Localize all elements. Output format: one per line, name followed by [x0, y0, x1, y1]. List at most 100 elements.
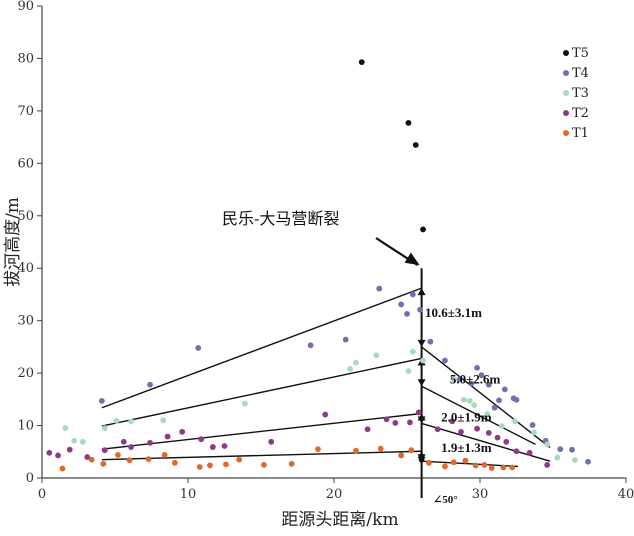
point-t2: [120, 438, 127, 445]
point-t4: [478, 372, 485, 379]
point-t4: [195, 345, 202, 351]
point-t2: [147, 439, 153, 446]
point-t5: [418, 456, 425, 463]
point-t4: [98, 398, 105, 404]
point-t1: [481, 461, 488, 468]
point-t3: [420, 357, 426, 364]
point-t2: [164, 433, 171, 440]
point-t4: [569, 446, 575, 453]
fault-pointer-arrowhead-icon: [404, 252, 420, 266]
point-t4: [491, 404, 498, 411]
offset-label: 10.6±3.1m: [425, 305, 482, 320]
point-t4: [404, 310, 410, 317]
x-tick-label: 40: [618, 487, 634, 502]
point-t1: [398, 452, 405, 459]
offset-arrow-down-icon: [417, 379, 426, 387]
fit-line-t1: [101, 450, 422, 461]
point-t1: [462, 457, 469, 464]
point-t5: [420, 226, 426, 233]
point-t3: [466, 398, 473, 404]
data-points: [46, 59, 591, 472]
point-t2: [322, 411, 329, 418]
point-t3: [160, 417, 167, 424]
point-t2: [364, 426, 371, 433]
y-tick-label: 0: [26, 471, 34, 486]
point-t2: [55, 452, 61, 459]
offset-arrow-down-icon: [417, 339, 426, 347]
point-t1: [408, 447, 415, 454]
point-t3: [128, 418, 134, 425]
point-t2: [46, 449, 53, 456]
fault-angle-label: ∠50°: [433, 494, 458, 506]
y-tick-label: 90: [17, 0, 34, 14]
point-t1: [161, 452, 168, 458]
point-t2: [485, 429, 492, 436]
point-t4: [417, 306, 424, 313]
point-t1: [315, 446, 321, 453]
y-tick-label: 30: [17, 314, 34, 329]
legend-label-t3: T3: [572, 86, 589, 101]
legend-marker-t3: [563, 90, 569, 96]
point-t1: [59, 465, 66, 472]
point-t3: [531, 429, 537, 436]
point-t2: [101, 447, 108, 454]
point-t1: [236, 456, 243, 463]
y-tick-label: 50: [17, 209, 34, 224]
legend-label-t1: T1: [572, 126, 589, 141]
point-t4: [442, 357, 448, 364]
legend-marker-t4: [563, 70, 569, 76]
y-tick-label: 40: [17, 261, 34, 276]
offset-label: 1.9±1.3m: [441, 440, 492, 455]
point-t4: [529, 422, 536, 428]
point-t2: [449, 418, 456, 425]
point-t1: [196, 464, 203, 470]
legend-marker-t1: [563, 130, 569, 136]
point-t4: [456, 376, 463, 383]
point-t3: [353, 359, 359, 366]
point-t1: [207, 462, 213, 469]
point-t4: [307, 342, 314, 349]
point-t2: [221, 443, 228, 449]
x-tick-label: 20: [326, 487, 343, 502]
fault-label: 民乐-大马营断裂: [222, 209, 339, 228]
point-t2: [128, 444, 134, 450]
point-t4: [496, 397, 502, 404]
point-t3: [405, 368, 412, 374]
x-tick-label: 10: [180, 487, 197, 502]
point-t2: [209, 444, 216, 450]
fault-markup: [375, 237, 426, 498]
offset-arrow-down-icon: [417, 416, 426, 424]
axis-ticks: 0 10 20 30 40 0 10 20 30 40 50 60 70 80 90: [17, 0, 634, 502]
point-t3: [512, 418, 518, 425]
point-t5: [405, 120, 412, 126]
point-t2: [392, 420, 399, 426]
point-t1: [145, 456, 152, 463]
y-tick-label: 20: [17, 366, 34, 381]
point-t2: [544, 461, 551, 468]
point-t4: [409, 291, 416, 298]
point-t2: [434, 426, 441, 433]
x-tick-label: 0: [38, 487, 46, 502]
offset-label: 5.0±2.6m: [450, 371, 501, 386]
point-t1: [472, 462, 479, 469]
legend: T5 T4 T3 T2 T1: [563, 46, 589, 141]
y-tick-label: 80: [17, 51, 34, 66]
point-t2: [179, 428, 186, 435]
point-t3: [71, 437, 78, 444]
point-t2: [503, 438, 510, 445]
point-t1: [100, 460, 107, 467]
point-t1: [488, 465, 495, 471]
offset-arrow-up-icon: [417, 288, 426, 296]
point-t3: [242, 400, 248, 407]
y-tick-label: 70: [17, 104, 34, 119]
point-t5: [412, 142, 419, 148]
legend-marker-t2: [563, 110, 569, 116]
point-t2: [407, 419, 413, 426]
legend-marker-t5: [563, 50, 569, 56]
point-t2: [513, 448, 520, 455]
point-t2: [66, 446, 73, 453]
point-t1: [115, 452, 121, 458]
point-t3: [554, 454, 561, 461]
